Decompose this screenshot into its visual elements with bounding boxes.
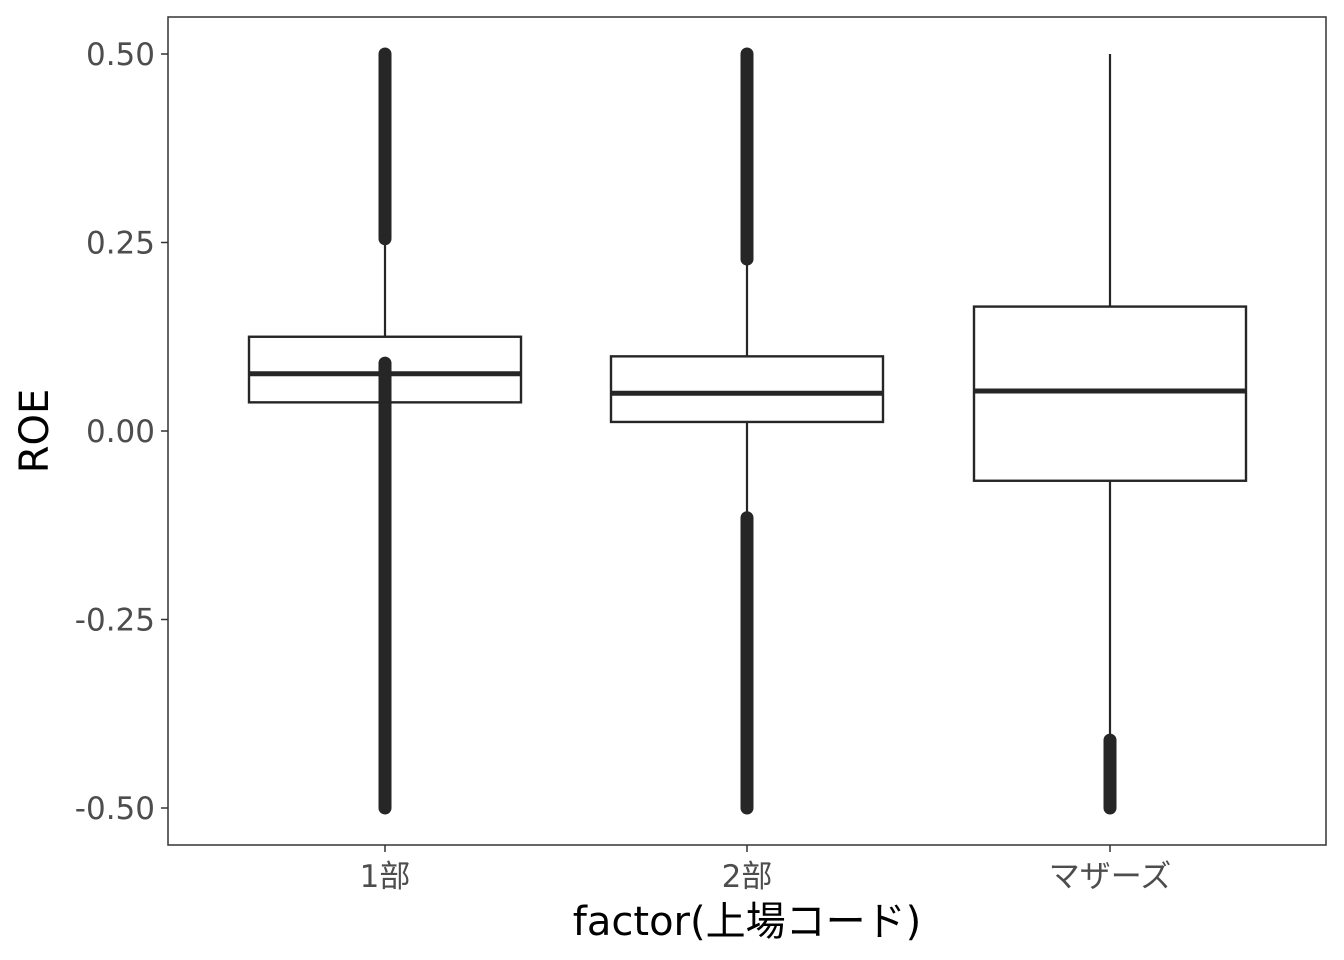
y-axis: 0.50 0.25 0.00 -0.25 -0.50: [75, 37, 168, 827]
x-axis: 1部 2部 マザーズ: [360, 845, 1171, 895]
y-tick-label: 0.00: [86, 414, 155, 450]
iqr-box: [609, 355, 885, 424]
y-tick-label: -0.50: [75, 791, 155, 827]
y-tick-label: 0.25: [86, 226, 155, 262]
x-tick-label: 2部: [722, 859, 773, 895]
y-tick-label: 0.50: [86, 37, 155, 73]
y-tick-label: -0.25: [75, 603, 155, 639]
iqr-box: [972, 305, 1248, 482]
box-group: [972, 54, 1248, 815]
x-tick-label: マザーズ: [1049, 859, 1171, 895]
y-axis-title: ROE: [12, 389, 58, 474]
box-group: [609, 47, 885, 815]
box-group: [247, 47, 523, 815]
x-tick-label: 1部: [360, 859, 411, 895]
x-axis-title: factor(上場コード): [573, 899, 921, 945]
boxes: [247, 47, 1248, 815]
